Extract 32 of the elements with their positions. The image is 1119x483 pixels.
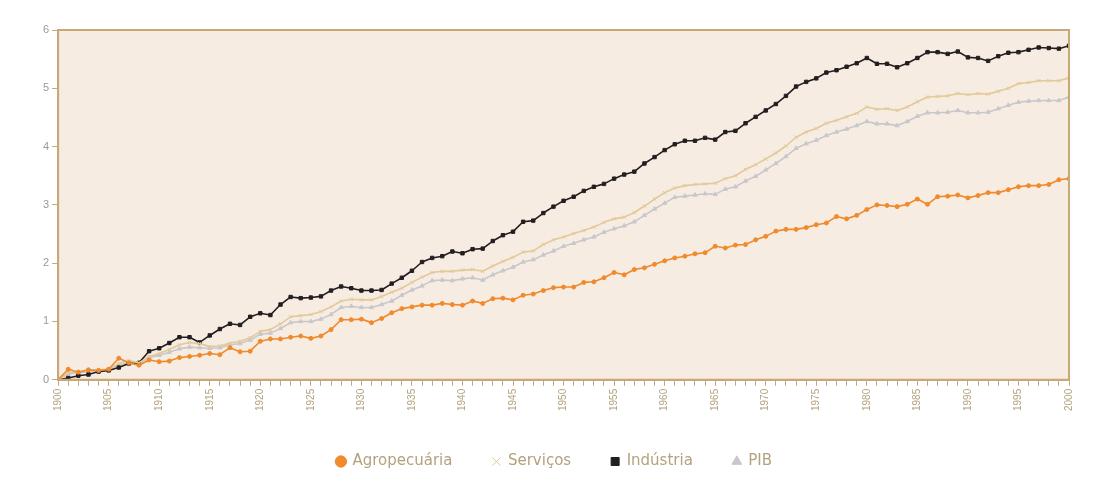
x-tick-label: 1910 (152, 388, 164, 411)
x-tick-label: 1995 (1012, 388, 1024, 411)
x-tick-label: 1960 (658, 388, 670, 411)
x-tick-label: 1915 (203, 388, 215, 411)
x-tick-label: 1970 (759, 388, 771, 411)
x-tick-label: 1980 (860, 388, 872, 411)
y-tick-label: 5 (42, 81, 50, 94)
x-tick-label: 1920 (254, 388, 266, 411)
x-tick-label: 1955 (607, 388, 619, 411)
y-tick-label: 1 (42, 314, 50, 327)
y-tick-label: 2 (42, 256, 50, 269)
legend-label: Agropecuária (352, 451, 453, 470)
legend-label: Indústria (626, 451, 693, 470)
x-tick-label: 1985 (911, 388, 923, 411)
y-tick-label: 3 (42, 197, 50, 210)
x-tick-label: 1925 (304, 388, 316, 411)
x-tick-label: 1945 (506, 388, 518, 411)
legend-label: Serviços (507, 451, 572, 470)
x-tick-label: 1900 (51, 388, 63, 411)
legend-label: PIB (748, 451, 773, 470)
y-tick-label: 0 (42, 372, 50, 385)
x-tick-label: 1940 (456, 388, 468, 411)
y-tick-label: 6 (42, 23, 50, 36)
x-tick-label: 1905 (102, 388, 114, 411)
x-tick-label: 1930 (355, 388, 367, 411)
x-tick-label: 2000 (1062, 388, 1074, 411)
x-tick-label: 1990 (961, 388, 973, 411)
y-tick-label: 4 (42, 139, 50, 152)
x-tick-label: 1965 (708, 388, 720, 411)
x-tick-label: 1950 (557, 388, 569, 411)
x-tick-label: 1935 (405, 388, 417, 411)
x-tick-label: 1975 (810, 388, 822, 411)
